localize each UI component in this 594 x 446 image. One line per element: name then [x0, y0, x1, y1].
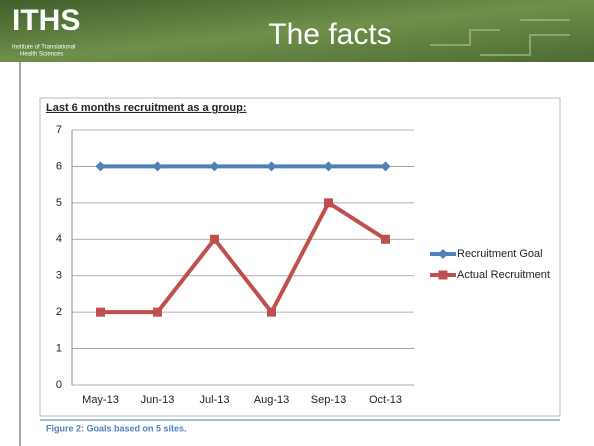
y-tick-label: 1	[56, 342, 62, 354]
marker	[210, 234, 219, 244]
caption: Figure 2: Goals based on 5 sites.	[46, 423, 187, 433]
y-tick-label: 2	[56, 306, 62, 318]
marker	[95, 161, 106, 172]
marker	[380, 161, 391, 172]
marker	[209, 161, 220, 172]
legend-marker	[438, 270, 448, 280]
legend-marker	[438, 249, 448, 259]
series-line	[100, 200, 387, 315]
y-tick-label: 3	[56, 270, 62, 282]
marker	[323, 161, 334, 172]
x-tick-label: Sep-13	[311, 394, 346, 406]
marker	[96, 307, 105, 317]
circuit-decoration	[430, 19, 570, 56]
marker	[267, 307, 276, 317]
x-tick-label: Oct-13	[369, 394, 402, 406]
slide-title: The facts	[268, 18, 391, 51]
marker	[266, 161, 277, 172]
legend-label: Actual Recruitment	[457, 269, 550, 281]
x-tick-label: Jul-13	[200, 394, 230, 406]
y-tick-label: 6	[56, 160, 62, 172]
marker	[381, 234, 390, 244]
marker	[324, 198, 333, 208]
y-tick-label: 4	[56, 233, 62, 245]
x-tick-label: Aug-13	[254, 394, 289, 406]
logo-subtitle: Institute of Translational	[12, 45, 75, 51]
logo: ITHS	[12, 4, 80, 37]
marker	[153, 307, 162, 317]
x-tick-label: May-13	[82, 394, 119, 406]
y-tick-label: 0	[56, 379, 62, 391]
marker	[152, 161, 163, 172]
chart-title: Last 6 months recruitment as a group:	[46, 102, 246, 114]
x-tick-label: Jun-13	[141, 394, 175, 406]
legend-label: Recruitment Goal	[457, 248, 543, 260]
logo-subtitle: Health Sciences	[20, 52, 63, 58]
y-tick-label: 7	[56, 124, 62, 136]
y-tick-label: 5	[56, 197, 62, 209]
